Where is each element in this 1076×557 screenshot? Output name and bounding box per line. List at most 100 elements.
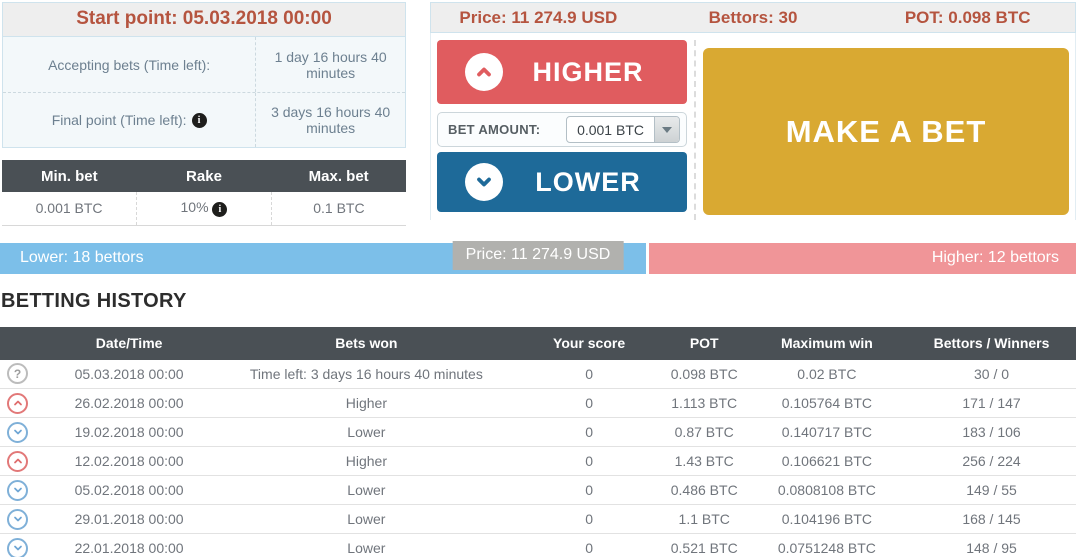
final-point-label: Final point (Time left): i: [3, 93, 257, 147]
cell-bettors-winners: 256 / 224: [907, 446, 1076, 476]
max-bet-header: Max. bet: [271, 160, 406, 192]
cell-bets-won: Lower: [216, 475, 517, 505]
table-row: 19.02.2018 00:00 Lower 0 0.87 BTC 0.1407…: [0, 417, 1076, 447]
betting-history-table: Date/Time Bets won Your score POT Maximu…: [0, 326, 1076, 557]
min-bet-header: Min. bet: [2, 160, 137, 192]
cell-pot: 1.43 BTC: [661, 446, 747, 476]
table-row: 29.01.2018 00:00 Lower 0 1.1 BTC 0.10419…: [0, 504, 1076, 534]
maximum-win-header: Maximum win: [746, 326, 908, 360]
cell-your-score: 0: [516, 533, 662, 557]
limits-row: 0.001 BTC 10% i 0.1 BTC: [2, 192, 406, 226]
cell-bettors-winners: 149 / 55: [907, 475, 1076, 505]
cell-your-score: 0: [516, 504, 662, 534]
start-point-title: Start point: 05.03.2018 00:00: [3, 3, 405, 37]
round-info-column: Start point: 05.03.2018 00:00 Accepting …: [2, 2, 406, 226]
cell-date: 22.01.2018 00:00: [41, 533, 217, 557]
cell-maximum-win: 0.140717 BTC: [746, 417, 908, 447]
betting-column: Price: 11 274.9 USD Bettors: 30 POT: 0.0…: [430, 2, 1076, 220]
pot-header: POT: [661, 326, 747, 360]
price-tag: Price: 11 274.9 USD: [452, 240, 624, 270]
bet-area: HIGHER BET AMOUNT: 0.001 BTC LOWER: [430, 33, 1076, 220]
higher-bettors-segment: Higher: 12 bettors: [648, 242, 1076, 274]
cell-bets-won: Lower: [216, 417, 517, 447]
cell-date: 12.02.2018 00:00: [41, 446, 217, 476]
table-row: 12.02.2018 00:00 Higher 0 1.43 BTC 0.106…: [0, 446, 1076, 476]
higher-icon: [7, 450, 28, 472]
lower-bettors-label: Lower: 18 bettors: [20, 249, 144, 266]
cell-maximum-win: 0.02 BTC: [746, 359, 908, 389]
question-icon: ?: [7, 363, 28, 385]
chevron-down-circle-icon: [465, 163, 503, 201]
cell-maximum-win: 0.0751248 BTC: [746, 533, 908, 557]
final-point-row: Final point (Time left): i 3 days 16 hou…: [3, 92, 405, 147]
cell-date: 26.02.2018 00:00: [41, 388, 217, 418]
your-score-header: Your score: [516, 326, 662, 360]
cell-pot: 1.1 BTC: [661, 504, 747, 534]
cell-maximum-win: 0.0808108 BTC: [746, 475, 908, 505]
bet-amount-value: 0.001 BTC: [577, 121, 644, 138]
cell-pot: 0.486 BTC: [661, 475, 747, 505]
bettors-count: Bettors: 30: [708, 7, 798, 27]
max-bet-value: 0.1 BTC: [270, 192, 406, 226]
cell-date: 05.02.2018 00:00: [41, 475, 217, 505]
cell-maximum-win: 0.104196 BTC: [746, 504, 908, 534]
accepting-bets-value: 1 day 16 hours 40 minutes: [274, 48, 387, 81]
current-price: Price: 11 274.9 USD: [459, 7, 618, 27]
datetime-header: Date/Time: [41, 326, 217, 360]
cell-bettors-winners: 168 / 145: [907, 504, 1076, 534]
cell-bets-won: Higher: [216, 446, 517, 476]
cell-bettors-winners: 30 / 0: [907, 359, 1076, 389]
pot-amount: POT: 0.098 BTC: [904, 7, 1031, 27]
table-row: ? 05.03.2018 00:00 Time left: 3 days 16 …: [0, 359, 1076, 389]
bets-won-header: Bets won: [216, 326, 517, 360]
chevron-down-icon[interactable]: [654, 117, 679, 142]
top-section: Start point: 05.03.2018 00:00 Accepting …: [0, 0, 1076, 226]
bet-amount-box: BET AMOUNT: 0.001 BTC: [437, 112, 687, 147]
higher-bettors-label: Higher: 12 bettors: [931, 249, 1059, 266]
higher-button-label: HIGHER: [532, 56, 644, 87]
lower-icon: [7, 421, 28, 443]
final-point-value: 3 days 16 hours 40 minutes: [271, 104, 391, 136]
lower-button-label: LOWER: [535, 166, 641, 197]
higher-button[interactable]: HIGHER: [437, 40, 687, 104]
accepting-bets-label: Accepting bets (Time left):: [3, 37, 257, 92]
accepting-bets-row: Accepting bets (Time left): 1 day 16 hou…: [3, 37, 405, 92]
cell-your-score: 0: [516, 359, 662, 389]
make-bet-button[interactable]: MAKE A BET: [703, 48, 1069, 215]
sentiment-bar: Lower: 18 bettors Higher: 12 bettors Pri…: [0, 240, 1076, 274]
cell-date: 19.02.2018 00:00: [41, 417, 217, 447]
min-bet-value: 0.001 BTC: [2, 192, 137, 226]
cell-pot: 0.521 BTC: [661, 533, 747, 557]
cell-your-score: 0: [516, 446, 662, 476]
lower-icon: [7, 537, 28, 557]
icon-column-header: [0, 326, 42, 360]
lower-button[interactable]: LOWER: [437, 152, 687, 212]
cell-bettors-winners: 183 / 106: [907, 417, 1076, 447]
cell-pot: 1.113 BTC: [661, 388, 747, 418]
cell-pot: 0.098 BTC: [661, 359, 747, 389]
cell-your-score: 0: [516, 475, 662, 505]
bet-amount-select[interactable]: 0.001 BTC: [566, 116, 680, 143]
betting-history-title: BETTING HISTORY: [1, 289, 187, 312]
table-row: 26.02.2018 00:00 Higher 0 1.113 BTC 0.10…: [0, 388, 1076, 418]
lower-icon: [7, 479, 28, 501]
cell-date: 05.03.2018 00:00: [41, 359, 217, 389]
bettors-winners-header: Bettors / Winners: [907, 326, 1076, 360]
cell-your-score: 0: [516, 388, 662, 418]
cell-maximum-win: 0.105764 BTC: [746, 388, 908, 418]
bet-direction-controls: HIGHER BET AMOUNT: 0.001 BTC LOWER: [437, 40, 687, 220]
info-icon[interactable]: i: [212, 202, 228, 218]
cell-maximum-win: 0.106621 BTC: [746, 446, 908, 476]
table-row: 05.02.2018 00:00 Lower 0 0.486 BTC 0.080…: [0, 475, 1076, 505]
cell-bets-won: Lower: [216, 504, 517, 534]
cell-bets-won: Time left: 3 days 16 hours 40 minutes: [216, 359, 517, 389]
table-row: 22.01.2018 00:00 Lower 0 0.521 BTC 0.075…: [0, 533, 1076, 557]
rake-header: Rake: [136, 160, 272, 192]
cell-bets-won: Higher: [216, 388, 517, 418]
bet-amount-label: BET AMOUNT:: [448, 122, 541, 137]
history-header-row: Date/Time Bets won Your score POT Maximu…: [0, 326, 1076, 360]
market-header: Price: 11 274.9 USD Bettors: 30 POT: 0.0…: [430, 2, 1076, 33]
info-icon[interactable]: i: [191, 112, 207, 128]
start-point-panel: Start point: 05.03.2018 00:00 Accepting …: [2, 2, 406, 148]
